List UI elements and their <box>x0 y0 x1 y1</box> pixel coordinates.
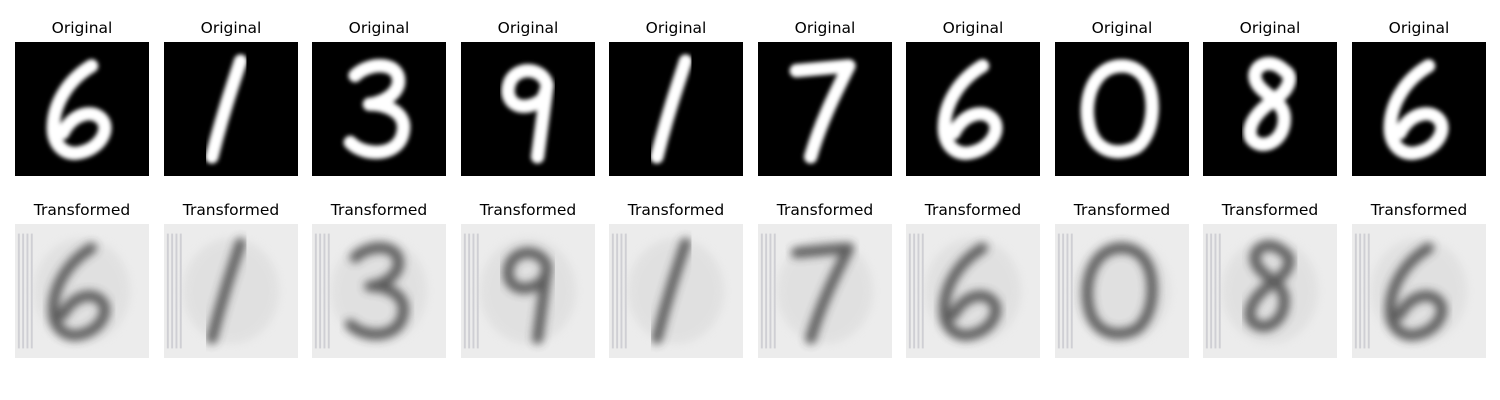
transformed-digit-image <box>15 224 149 358</box>
original-digit-image <box>758 42 892 176</box>
transformed-cell: Transformed <box>1203 200 1337 360</box>
transformed-panel-title: Transformed <box>1370 201 1468 219</box>
transformed-digit-image <box>1352 224 1486 358</box>
transformed-digit-image <box>906 224 1040 358</box>
transformed-panel-title: Transformed <box>924 201 1022 219</box>
original-digit-image <box>164 42 298 176</box>
original-digit-image <box>1352 42 1486 176</box>
original-panel-title: Original <box>200 19 262 37</box>
original-row: Original Original Original Original Original… <box>0 18 1500 188</box>
transformed-cell: Transformed <box>1352 200 1486 360</box>
transformed-panel-title: Transformed <box>776 201 874 219</box>
original-digit-image <box>15 42 149 176</box>
original-digit-image <box>906 42 1040 176</box>
original-cell: Original <box>609 18 743 178</box>
transformed-panel-title: Transformed <box>182 201 280 219</box>
transformed-cell: Transformed <box>461 200 595 360</box>
original-panel-title: Original <box>1239 19 1301 37</box>
original-panel-title: Original <box>497 19 559 37</box>
transformed-cell: Transformed <box>312 200 446 360</box>
original-digit-image <box>1203 42 1337 176</box>
transformed-cell: Transformed <box>15 200 149 360</box>
original-cell: Original <box>461 18 595 178</box>
original-cell: Original <box>1203 18 1337 178</box>
transformed-panel-title: Transformed <box>1221 201 1319 219</box>
transformed-cell: Transformed <box>1055 200 1189 360</box>
transformed-panel-title: Transformed <box>479 201 577 219</box>
original-panel-title: Original <box>794 19 856 37</box>
original-cell: Original <box>758 18 892 178</box>
original-panel-title: Original <box>1388 19 1450 37</box>
transformed-panel-title: Transformed <box>1073 201 1171 219</box>
transformed-digit-image <box>1203 224 1337 358</box>
original-cell: Original <box>312 18 446 178</box>
transformed-panel-title: Transformed <box>330 201 428 219</box>
transformed-cell: Transformed <box>758 200 892 360</box>
original-cell: Original <box>1352 18 1486 178</box>
transformed-digit-image <box>609 224 743 358</box>
transformed-panel-title: Transformed <box>33 201 131 219</box>
original-cell: Original <box>906 18 1040 178</box>
transformed-cell: Transformed <box>609 200 743 360</box>
original-digit-image <box>1055 42 1189 176</box>
original-digit-image <box>312 42 446 176</box>
transformed-panel-title: Transformed <box>627 201 725 219</box>
transformed-digit-image <box>758 224 892 358</box>
transformed-digit-image <box>312 224 446 358</box>
original-cell: Original <box>15 18 149 178</box>
original-panel-title: Original <box>1091 19 1153 37</box>
original-panel-title: Original <box>348 19 410 37</box>
original-panel-title: Original <box>51 19 113 37</box>
transformed-cell: Transformed <box>906 200 1040 360</box>
original-digit-image <box>461 42 595 176</box>
original-panel-title: Original <box>645 19 707 37</box>
transformed-cell: Transformed <box>164 200 298 360</box>
original-panel-title: Original <box>942 19 1004 37</box>
original-cell: Original <box>164 18 298 178</box>
transformed-row: Transformed Transformed Transformed Transfo… <box>0 200 1500 370</box>
original-cell: Original <box>1055 18 1189 178</box>
transformed-digit-image <box>461 224 595 358</box>
transformed-digit-image <box>1055 224 1189 358</box>
original-digit-image <box>609 42 743 176</box>
transformed-digit-image <box>164 224 298 358</box>
